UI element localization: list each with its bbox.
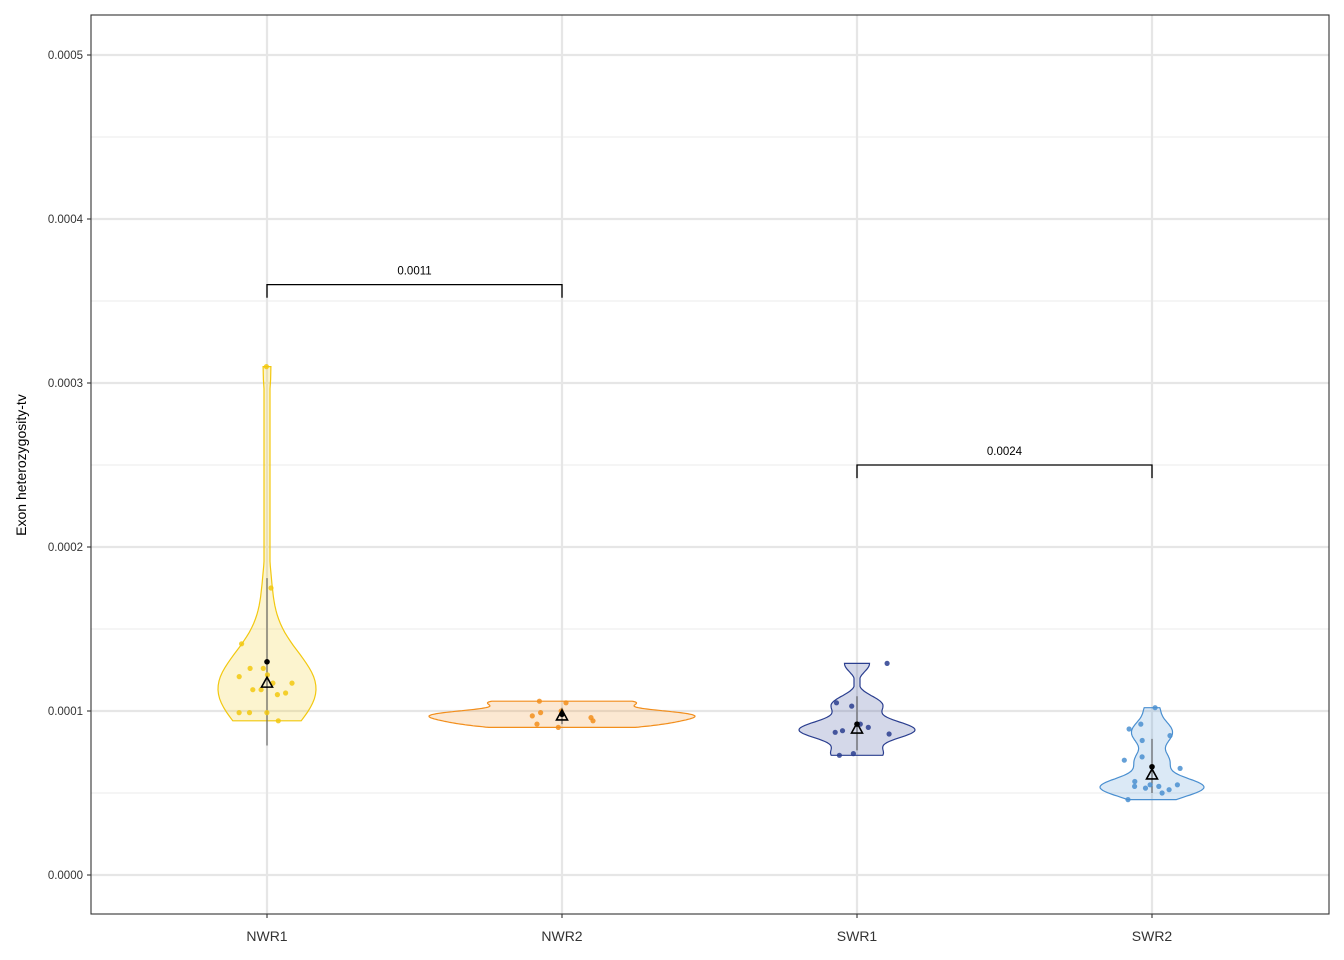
data-point — [529, 713, 535, 719]
data-point — [849, 703, 855, 709]
data-point — [263, 364, 269, 370]
data-point — [538, 710, 544, 716]
y-tick-label: 0.0001 — [48, 706, 83, 718]
x-tick-label: NWR2 — [541, 928, 582, 944]
data-point — [832, 729, 838, 735]
data-point — [1121, 757, 1127, 763]
data-point — [1152, 705, 1158, 711]
data-point — [884, 660, 890, 667]
p-value-label: 0.0011 — [397, 266, 431, 278]
whiskers — [266, 578, 1153, 793]
data-point — [1132, 783, 1138, 790]
data-point — [1139, 754, 1145, 760]
p-value-label: 0.0024 — [987, 446, 1023, 458]
data-point — [283, 690, 289, 696]
data-point — [236, 674, 242, 680]
data-point — [260, 665, 266, 672]
data-point — [258, 687, 264, 693]
data-point — [1159, 790, 1165, 796]
data-point — [1156, 783, 1162, 790]
jitter-points — [236, 364, 1183, 803]
median-triangle-nwr1 — [260, 675, 274, 688]
y-tick-label: 0.0002 — [48, 542, 83, 554]
data-point — [246, 710, 253, 716]
data-point — [865, 724, 871, 731]
y-tick-label: 0.0004 — [48, 214, 84, 226]
data-point — [239, 641, 245, 647]
x-tick-label: NWR1 — [246, 928, 287, 944]
data-point — [1166, 787, 1172, 793]
y-tick-label: 0.0005 — [48, 50, 83, 62]
data-point — [886, 731, 892, 737]
data-point — [1138, 721, 1144, 727]
data-point — [264, 672, 270, 678]
summary-markers — [260, 659, 1159, 780]
comparison-bracket — [856, 464, 1153, 479]
data-point — [536, 698, 543, 704]
data-point — [590, 718, 596, 724]
data-point — [1177, 765, 1183, 772]
data-point — [264, 710, 270, 716]
y-tick-label: 0.0003 — [48, 378, 83, 390]
median-triangle-nwr2 — [555, 708, 569, 721]
data-point — [275, 718, 281, 724]
data-point — [268, 585, 274, 591]
data-point — [274, 692, 280, 698]
data-point — [1132, 778, 1138, 785]
data-point — [250, 687, 256, 693]
data-point — [833, 700, 840, 706]
data-point — [563, 700, 569, 706]
data-point — [1125, 797, 1131, 803]
mean-point-nwr1 — [264, 659, 270, 665]
y-tick-label: 0.0000 — [48, 870, 83, 882]
data-point — [1147, 782, 1153, 788]
data-point — [289, 680, 295, 686]
data-point — [839, 728, 846, 734]
data-point — [534, 721, 540, 727]
median-triangle-swr1 — [850, 721, 864, 734]
data-point — [236, 710, 242, 716]
comparison-bracket — [266, 283, 563, 298]
data-point — [850, 751, 857, 757]
median-triangle-swr2 — [1145, 767, 1159, 780]
mean-point-swr2 — [1149, 763, 1155, 770]
data-point — [1126, 726, 1132, 732]
x-tick-label: SWR1 — [837, 928, 878, 944]
data-point — [247, 665, 253, 672]
violins — [217, 366, 1205, 801]
axes: 0.0000 0.0001 0.0002 0.0003 0.0004 0.0005 NWR1… — [48, 50, 1173, 944]
data-point — [1142, 785, 1149, 791]
data-point — [836, 752, 843, 758]
x-tick-label: SWR2 — [1132, 928, 1173, 944]
plot-panel-border — [90, 14, 1330, 915]
data-point — [1139, 737, 1145, 744]
data-point — [1174, 782, 1180, 788]
comparison-brackets: 0.0011 0.0024 — [266, 266, 1153, 479]
data-point — [555, 724, 561, 731]
violin-nwr1 — [217, 366, 317, 722]
y-axis-label: Exon heterozygosity-tv — [13, 394, 29, 536]
data-point — [1167, 733, 1173, 739]
